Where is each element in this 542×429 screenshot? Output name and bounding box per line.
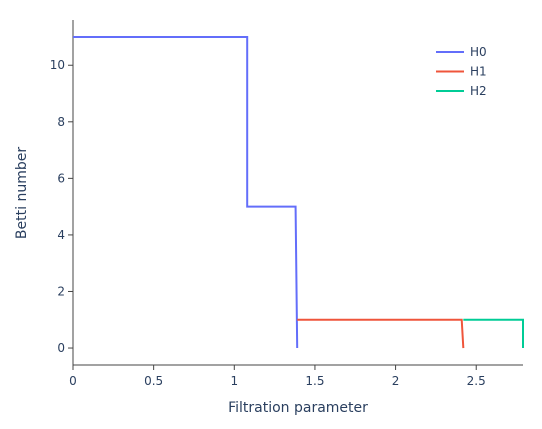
legend-item-h1[interactable]: H1 xyxy=(436,65,487,79)
y-tick-label: 10 xyxy=(50,58,65,72)
legend-item-h2[interactable]: H2 xyxy=(436,84,487,98)
x-tick-label: 1 xyxy=(230,374,238,388)
x-tick-label: 0.5 xyxy=(144,374,163,388)
y-tick-label: 4 xyxy=(57,228,65,242)
x-tick-label: 2.5 xyxy=(467,374,486,388)
legend[interactable]: H0 H1 H2 xyxy=(436,45,487,98)
legend-label: H2 xyxy=(470,84,487,98)
x-tick-label: 1.5 xyxy=(305,374,324,388)
x-tick-label: 0 xyxy=(69,374,77,388)
y-tick-label: 6 xyxy=(57,171,65,185)
y-tick-label: 8 xyxy=(57,115,65,129)
y-tick-label: 2 xyxy=(57,284,65,298)
y-axis: 0 2 4 6 8 10 xyxy=(50,20,74,365)
legend-label: H0 xyxy=(470,45,487,59)
series-line-h0[interactable] xyxy=(73,35,299,349)
series-line-h2[interactable] xyxy=(463,318,524,349)
series-line-h1[interactable] xyxy=(297,318,465,349)
plot-area xyxy=(73,35,524,349)
y-axis-title: Betti number xyxy=(14,147,30,239)
legend-label: H1 xyxy=(470,65,487,79)
legend-item-h0[interactable]: H0 xyxy=(436,45,487,59)
x-axis: 0 0.5 1 1.5 2 2.5 xyxy=(69,364,523,388)
x-tick-label: 2 xyxy=(392,374,400,388)
x-axis-title: Filtration parameter xyxy=(228,400,368,416)
y-tick-label: 0 xyxy=(57,341,65,355)
